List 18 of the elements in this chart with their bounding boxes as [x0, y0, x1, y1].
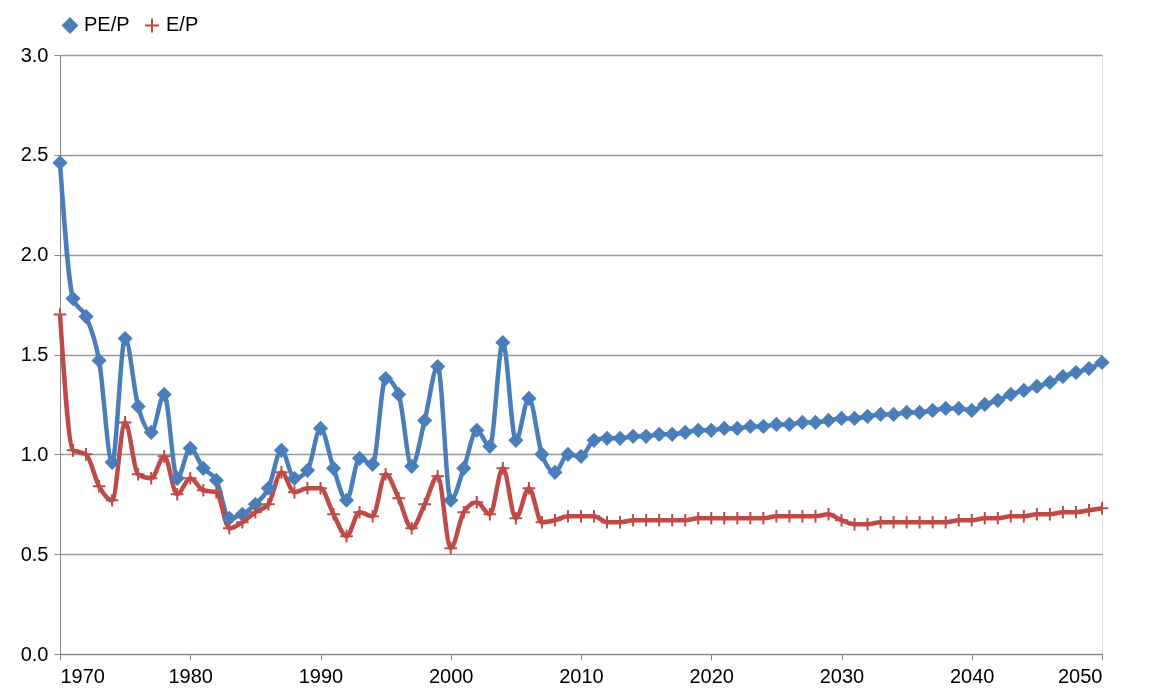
y-tick-label: 1.5 [20, 343, 49, 365]
legend-label: PE/P [84, 13, 130, 36]
legend-label: E/P [166, 13, 199, 36]
x-tick-label: 2040 [950, 664, 995, 687]
x-tick-label: 2030 [819, 664, 865, 687]
y-tick-label: 3.0 [20, 43, 49, 66]
y-tick-label: 2.0 [20, 243, 49, 266]
y-tick-label: 0.5 [20, 542, 49, 565]
x-tick-label: 2050 [1058, 664, 1103, 687]
x-tick-label: 2000 [429, 664, 474, 687]
x-tick-label: 1970 [60, 664, 105, 687]
y-tick-label: 1.0 [20, 442, 49, 465]
x-tick-label: 1990 [298, 664, 344, 687]
x-tick-label: 2010 [559, 664, 604, 687]
x-tick-label: 1980 [168, 664, 213, 687]
x-tick-label: 2020 [689, 664, 734, 687]
y-tick-label: 0.0 [20, 642, 49, 665]
y-tick-label: 2.5 [20, 143, 49, 166]
